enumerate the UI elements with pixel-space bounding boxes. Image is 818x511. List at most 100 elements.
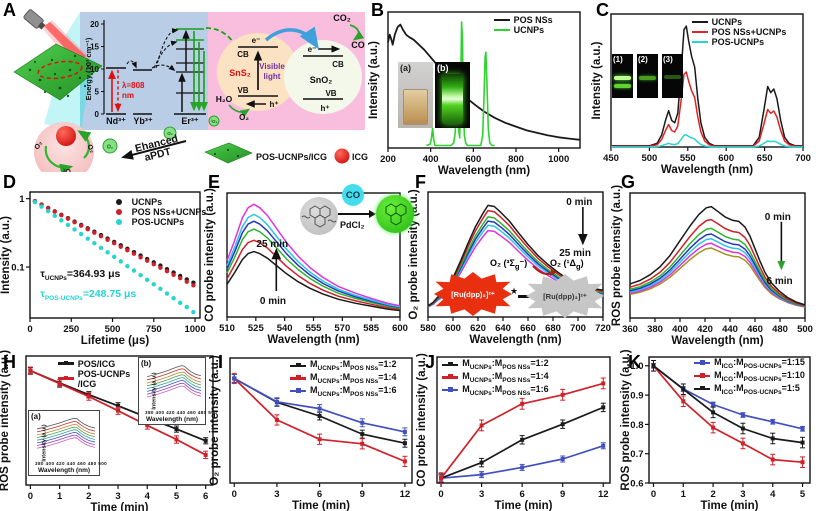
svg-text:500: 500 [105, 324, 121, 335]
svg-text:4: 4 [770, 489, 776, 500]
vial-a-liquid [403, 89, 428, 125]
legend-item: MUCNPs:MPOS NSs=1:4 [290, 372, 397, 385]
svg-text:550: 550 [680, 153, 696, 164]
legend: UCNPs POS NSs+UCNPs POS-UCNPs [691, 17, 787, 47]
sno2-electron-label: e⁻ [308, 45, 317, 54]
svg-text:0.6: 0.6 [630, 478, 643, 489]
legend-swatch [691, 28, 708, 35]
legend-swatch [112, 218, 128, 226]
svg-text:650: 650 [757, 153, 773, 164]
annotation: τPOS-UCNPs=248.75 μs [40, 287, 137, 302]
annotation: 0 min [566, 197, 593, 208]
vial-photo-a: (a) [398, 62, 433, 128]
legend-item: POS NSs+UCNPs [112, 207, 206, 217]
svg-text:660: 660 [520, 323, 536, 334]
svg-text:2: 2 [86, 491, 91, 502]
legend-swatch [493, 26, 510, 33]
legend-swatch [290, 375, 307, 382]
legend-item: MICG:MPOS-UCNPs=1:10 [694, 370, 805, 383]
panel-g: G 360 380 400 420 440 460 480 500 Wavelength (nm… [611, 172, 818, 352]
legend-item: POS/ICG [57, 359, 131, 369]
svg-text:555: 555 [306, 323, 323, 334]
h2o-to-o2-arrow [228, 104, 250, 118]
spectra-inset-a: (a) 380 400 420 440 460 480 500 Waveleng… [28, 410, 107, 476]
legend: UCNPs POS NSs+UCNPs POS-UCNPs [112, 197, 206, 227]
svg-text:3: 3 [274, 489, 279, 500]
enhanced-apdt-arrow [121, 140, 187, 160]
sno2-label: SnO₂ [310, 75, 333, 85]
legend-item: MUCNPs:MPOS NSs=1:6 [290, 385, 397, 398]
ion-er-label: Er³⁺ [181, 116, 199, 126]
reaction-arrow-icon [338, 209, 376, 219]
icg-dot [56, 126, 76, 146]
inset-b-curves [147, 365, 201, 398]
vial-photo-3: (3) [662, 54, 683, 98]
ru-ground-burst: [Ru(dpp)₃]²⁺ [526, 274, 604, 318]
legend-swatch [57, 360, 74, 367]
svg-text:1000: 1000 [548, 154, 569, 165]
ru-excited-burst: [Ru(dpp)₃]²⁺ [434, 272, 512, 316]
co-molecule-badge: CO [342, 184, 364, 206]
svg-text:12: 12 [598, 489, 609, 500]
svg-text:800: 800 [508, 154, 524, 165]
svg-text:0.7: 0.7 [630, 449, 643, 460]
panel-a: A [0, 0, 368, 182]
legend-swatch [493, 16, 510, 23]
vial-photo-b: (b) [435, 62, 470, 128]
panel-d: D 0 250 500 750 1000 1 0.1 Lifetime (μs) Intensi… [0, 172, 206, 352]
laser-beam [44, 22, 86, 62]
svg-text:400: 400 [672, 324, 688, 335]
laser-icon [23, 9, 46, 30]
panel-label: G [621, 172, 636, 192]
inset-b-xlabel: Wavelength (nm) [145, 416, 199, 423]
inset-a-curves [37, 417, 95, 449]
inset-b-ylabel: Intensity (a.u.) [151, 372, 158, 410]
svg-text:525: 525 [248, 323, 265, 334]
svg-text:3: 3 [479, 489, 484, 500]
energy-tick-5: 5 [95, 88, 100, 97]
svg-text:0.9: 0.9 [630, 390, 643, 401]
legend-item: UCNPs [493, 25, 553, 35]
svg-text:500: 500 [797, 324, 813, 335]
h2o-label: H₂O [216, 94, 233, 104]
energy-transitions [108, 27, 240, 113]
panel-j: J 0 3 6 9 12 Time (min) CO probe intensity (a.… [416, 352, 625, 511]
legend-swatch [112, 208, 128, 216]
co-label: CO [351, 40, 365, 50]
vial-b-label: (b) [437, 63, 449, 73]
legend-icg-label: ICG [352, 152, 368, 162]
energy-tick-10: 10 [90, 65, 99, 74]
legend-swatch [442, 361, 459, 368]
annotation: 0 min [764, 211, 791, 223]
spectra-inset-b: (b) 380 400 420 440 460 480 500 Waveleng… [138, 357, 217, 425]
sns2-hole-label: h⁺ [269, 100, 278, 109]
legend-item: MICG:MPOS-UCNPs=1:15 [694, 357, 805, 370]
svg-text:700: 700 [795, 153, 811, 164]
panel-f: F 580 600 620 640 660 680 700 720 Wavelength (nm… [408, 172, 618, 352]
energy-levels [101, 20, 206, 115]
ion-yb-label: Yb³⁺ [133, 116, 152, 126]
svg-text:510: 510 [219, 323, 235, 334]
svg-text:500: 500 [641, 153, 657, 164]
legend: POS/ICG POS-UCNPs/ICG [57, 359, 131, 389]
svg-text:Time (min): Time (min) [91, 502, 149, 511]
legend-swatch [694, 385, 711, 392]
energy-tick-0: 0 [95, 110, 100, 119]
legend-item: POS-UCNPs/ICG [57, 369, 130, 389]
svg-text:250: 250 [63, 324, 79, 335]
legend-item: POS-UCNPs [691, 37, 787, 47]
svg-text:600: 600 [465, 154, 481, 165]
vial-b-glow [442, 74, 463, 124]
panel-c: C 450 500 550 600 650 700 Wavelength (nm) Inten… [591, 0, 818, 176]
inset-a-label: (a) [31, 412, 41, 421]
inset-a-xlabel: Wavelength (nm) [37, 467, 91, 474]
enhanced-apdt-label: Ehanced aPDT [134, 133, 179, 164]
svg-text:Wavelength (nm): Wavelength (nm) [438, 165, 530, 177]
sns2-cb-label: CB [237, 50, 249, 59]
circle-o2-label-left: O₂ [34, 140, 44, 151]
legend-swatch [290, 388, 307, 395]
energy-tick-15: 15 [90, 43, 99, 52]
panel-e: E 510 525 540 555 570 585 600 Wavelength (nm) CO… [204, 172, 414, 352]
chart-d: 0 250 500 750 1000 1 0.1 Lifetime (μs) Intensity… [0, 191, 206, 347]
sns2-vb-label: VB [237, 86, 248, 95]
